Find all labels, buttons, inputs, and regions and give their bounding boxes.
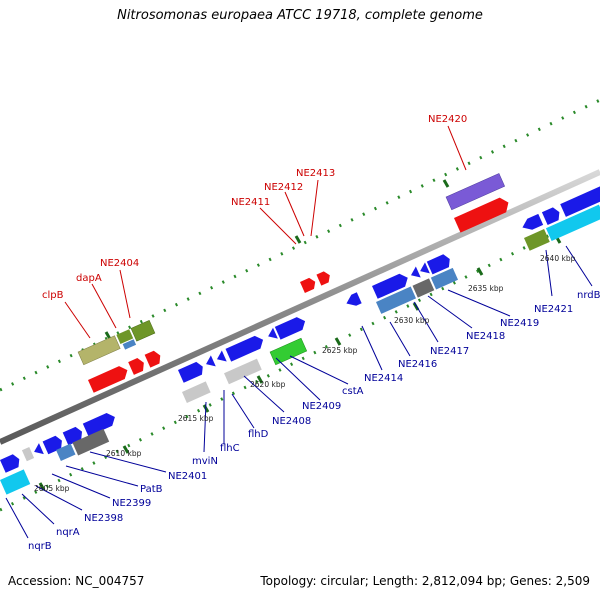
scale-label-2635: 2635 kbp (468, 284, 504, 293)
label-PatB: PatB (140, 484, 163, 495)
label-flhD: flhD (248, 429, 269, 440)
label-nrdB: nrdB (577, 290, 600, 301)
scale-label-2615: 2615 kbp (178, 414, 214, 423)
gene-NE2419[interactable] (426, 253, 453, 275)
scale-label-2625: 2625 kbp (322, 346, 358, 355)
gene-cyan-right[interactable] (545, 204, 600, 242)
label-mviN: mviN (192, 456, 218, 467)
gene-steel-left[interactable] (56, 443, 76, 461)
gene-blue-right-2[interactable] (541, 206, 562, 226)
gene-nrdB[interactable] (560, 179, 600, 217)
gene-steel-2[interactable] (430, 267, 459, 290)
gene-NE2401[interactable] (82, 411, 118, 437)
gene-nqrA[interactable] (21, 446, 35, 462)
label-nqrA: nqrA (56, 527, 80, 538)
scale-label-2640: 2640 kbp (540, 254, 576, 263)
genome-backbone (0, 169, 600, 445)
gene-cyan-left[interactable] (0, 469, 31, 495)
gene-lightgray-1[interactable] (182, 381, 211, 403)
gene-dapA[interactable] (116, 329, 134, 345)
gene-NE2404[interactable] (130, 319, 156, 342)
gene-gray-mid[interactable] (412, 278, 435, 298)
gene-small-steel[interactable] (122, 339, 137, 350)
gene-NE2413[interactable] (316, 270, 332, 286)
gene-clpB[interactable] (77, 335, 121, 366)
gene-NE2412[interactable] (300, 276, 318, 293)
gene-NE2417[interactable] (409, 266, 421, 280)
scale-label-2605: 2605 kbp (34, 484, 70, 493)
label-NE2408: NE2408 (272, 416, 311, 427)
gene-NE2398[interactable] (32, 443, 44, 457)
label-cstA: cstA (342, 386, 364, 397)
lower-genes[interactable] (0, 179, 600, 495)
label-NE2417: NE2417 (430, 346, 469, 357)
gene-flhC[interactable] (204, 355, 216, 369)
gene-NE2418[interactable] (418, 262, 430, 276)
gene-lightgray-2[interactable] (224, 358, 262, 385)
gene-blue-right-1[interactable] (520, 213, 544, 233)
label-NE2409: NE2409 (302, 401, 341, 412)
label-NE2418: NE2418 (466, 331, 505, 342)
gene-NE2409[interactable] (266, 327, 278, 342)
gene-NE2408[interactable] (225, 333, 266, 362)
lower-leader-lines (5, 245, 593, 539)
gene-flhD[interactable] (215, 350, 227, 364)
upper-genes[interactable] (77, 173, 512, 393)
gene-cstA[interactable] (274, 315, 308, 340)
upper-leader-lines (64, 125, 467, 339)
gene-NE2421[interactable] (524, 229, 550, 251)
label-NE2413: NE2413 (296, 168, 335, 179)
gene-red-1[interactable] (88, 364, 130, 393)
label-NE2401: NE2401 (168, 471, 207, 482)
gene-steel-1[interactable] (376, 286, 417, 314)
gene-NE2414[interactable] (344, 292, 362, 309)
label-NE2416: NE2416 (398, 359, 437, 370)
label-NE2411: NE2411 (231, 197, 270, 208)
lower-scale-line (0, 208, 600, 512)
gene-nqrB[interactable] (0, 453, 22, 473)
page-title: Nitrosomonas europaea ATCC 19718, comple… (117, 8, 483, 23)
label-nqrB: nqrB (28, 541, 52, 552)
gene-mviN[interactable] (178, 360, 206, 383)
gene-green[interactable] (269, 337, 308, 366)
label-dapA: dapA (76, 273, 102, 284)
label-flhC: flhC (220, 443, 240, 454)
label-NE2414: NE2414 (364, 373, 403, 384)
gene-red-4[interactable] (454, 195, 512, 233)
gene-NE2420[interactable] (445, 173, 506, 211)
label-NE2421: NE2421 (534, 304, 573, 315)
gene-red-3[interactable] (144, 349, 163, 368)
scale-label-2630: 2630 kbp (394, 316, 430, 325)
topology-label: Topology: circular; Length: 2,812,094 bp… (260, 574, 590, 588)
label-clpB: clpB (42, 290, 64, 301)
label-NE2404: NE2404 (100, 258, 139, 269)
label-NE2412: NE2412 (264, 182, 303, 193)
gene-red-2[interactable] (128, 356, 146, 375)
scale-label-2610: 2610 kbp (106, 449, 142, 458)
gene-gray-left[interactable] (72, 428, 110, 456)
label-NE2399: NE2399 (112, 498, 151, 509)
label-NE2419: NE2419 (500, 318, 539, 329)
accession-label: Accession: NC_004757 (8, 574, 145, 588)
label-NE2398: NE2398 (84, 513, 123, 524)
gene-NE2416[interactable] (372, 271, 411, 299)
label-NE2420: NE2420 (428, 114, 467, 125)
scale-label-2620: 2620 kbp (250, 380, 286, 389)
